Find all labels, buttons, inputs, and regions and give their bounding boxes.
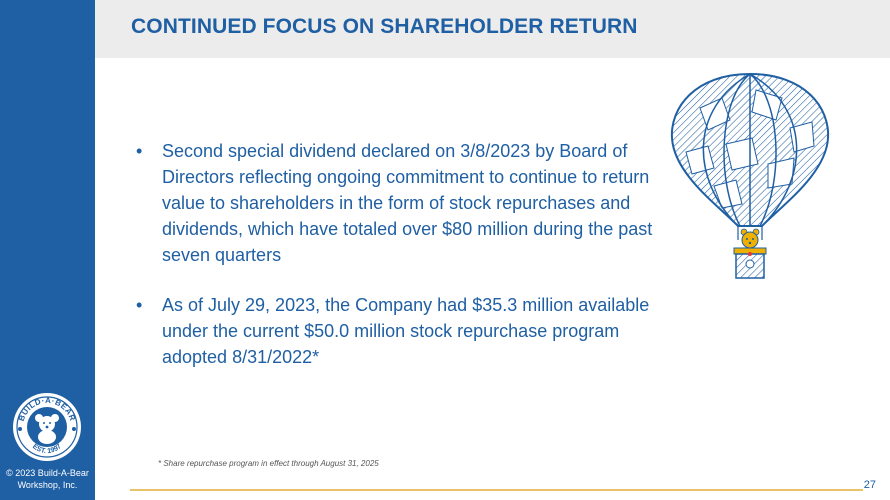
logo-bottom-text: EST. 1997: [31, 443, 63, 455]
title-band: CONTINUED FOCUS ON SHAREHOLDER RETURN: [95, 0, 890, 58]
copyright-line-1: © 2023 Build-A-Bear: [6, 468, 89, 478]
bullet-marker: •: [136, 295, 143, 315]
copyright-line-2: Workshop, Inc.: [17, 480, 78, 490]
page-number: 27: [863, 479, 876, 491]
bullet-item: • Second special dividend declared on 3/…: [136, 138, 676, 268]
bullet-marker: •: [136, 141, 143, 161]
sidebar: BUILD·A·BEAR EST. 1997 © 2023 Build-A-Be…: [0, 0, 95, 500]
footnote: * Share repurchase program in effect thr…: [158, 459, 379, 468]
svg-text:EST. 1997: EST. 1997: [31, 443, 63, 455]
bullet-item: • As of July 29, 2023, the Company had $…: [136, 292, 676, 370]
bullet-text: As of July 29, 2023, the Company had $35…: [162, 295, 650, 367]
build-a-bear-logo: BUILD·A·BEAR EST. 1997: [13, 393, 81, 461]
bear-figure: [740, 228, 760, 249]
hot-air-balloon-illustration: [670, 72, 830, 279]
slide-title: CONTINUED FOCUS ON SHAREHOLDER RETURN: [131, 15, 638, 38]
bullet-list: • Second special dividend declared on 3/…: [136, 138, 676, 394]
bullet-text: Second special dividend declared on 3/8/…: [162, 141, 653, 265]
copyright: © 2023 Build-A-Bear Workshop, Inc.: [0, 467, 95, 491]
footer-rule: [130, 489, 863, 491]
